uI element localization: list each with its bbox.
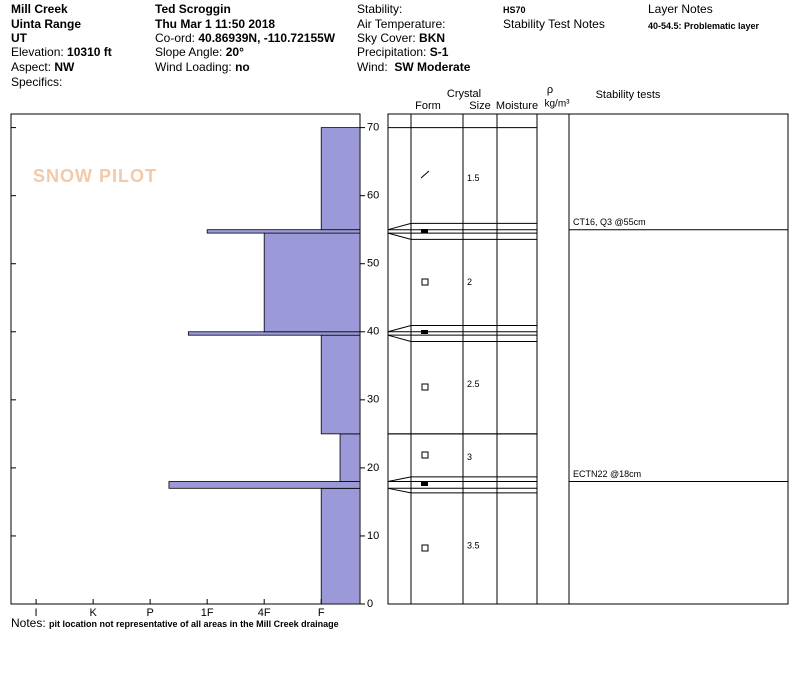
hardness-bar [320, 487, 361, 605]
x-tick-label: I [35, 607, 38, 619]
label: Elevation: [11, 45, 64, 59]
value: 10310 ft [67, 45, 112, 59]
notes: Notes: pit location not representative o… [11, 616, 339, 631]
date: Thu Mar 1 11:50 2018 [155, 17, 276, 31]
stability: Stability: [357, 2, 403, 16]
label: Wind: [357, 60, 388, 74]
y-tick-label: 40 [367, 326, 379, 338]
layer-connector [387, 487, 412, 494]
state: UT [11, 31, 27, 45]
table-frame [387, 113, 789, 605]
coord: Co-ord: 40.86939N, -110.72155W [155, 31, 335, 45]
label: Wind Loading: [155, 60, 232, 74]
value: 40.86939N, -110.72155W [198, 31, 336, 45]
hardness-bar [206, 229, 361, 234]
label: Aspect: [11, 60, 52, 74]
test-label: ECTN22 @18cm [573, 469, 641, 479]
y-tick-label: 10 [367, 530, 379, 542]
y-tick-label: 70 [367, 122, 379, 134]
form-icons [420, 170, 430, 552]
col-header: Size [469, 100, 490, 112]
location: Mill Creek [11, 2, 68, 16]
label: Notes: [11, 616, 46, 630]
grain-size: 2.5 [467, 379, 480, 389]
form-icon [421, 383, 429, 391]
watermark: SNOW PILOT [33, 166, 157, 186]
slope: Slope Angle: 20° [155, 45, 244, 59]
y-tick-label: 30 [367, 394, 379, 406]
value: NW [54, 60, 75, 74]
form-icon [421, 451, 429, 459]
wind: Wind: SW Moderate [357, 60, 470, 74]
col-header: kg/m³ [545, 99, 571, 110]
column-lines [410, 114, 570, 604]
observer: Ted Scroggin [155, 2, 231, 16]
layer-connector [387, 476, 412, 482]
aspect: Aspect: NW [11, 60, 74, 74]
hardness-bar [263, 232, 361, 333]
x-tick-label: K [89, 607, 97, 619]
y-tick-label: 60 [367, 190, 379, 202]
hs: HS70 [503, 5, 526, 15]
value: BKN [419, 31, 446, 45]
form-icon [421, 278, 429, 286]
value: S-1 [429, 45, 449, 59]
layer-connector [387, 222, 412, 231]
x-tick-label: F [318, 607, 325, 619]
col-header: Crystal [447, 88, 481, 100]
hardness-bar [339, 433, 361, 482]
col-header: Form [415, 100, 441, 112]
grain-size: 1.5 [467, 173, 480, 183]
form-icon [421, 544, 429, 552]
col-header: Moisture [496, 100, 538, 112]
y-tick-label: 20 [367, 462, 379, 474]
layer-notes: Layer Notes [648, 2, 713, 16]
grain-size: 3 [467, 452, 472, 462]
value: no [235, 60, 250, 74]
value: 20° [225, 45, 244, 59]
col-header: Stability tests [596, 89, 661, 101]
x-tick-label: 4F [258, 607, 271, 619]
layer-connector [387, 334, 412, 342]
wind-loading: Wind Loading: no [155, 60, 250, 74]
x-tick-label: P [146, 607, 153, 619]
form-icon [420, 170, 430, 179]
form-icon [421, 482, 428, 486]
col-header: ρ [547, 84, 553, 96]
stability-notes: Stability Test Notes [503, 17, 605, 31]
x-tick-label: 1F [201, 607, 214, 619]
range: Uinta Range [11, 17, 82, 31]
hardness-bar [187, 331, 361, 336]
specifics: Specifics: [11, 75, 63, 89]
grain-size: 2 [467, 277, 472, 287]
label: Sky Cover: [357, 31, 416, 45]
y-tick-label: 0 [367, 598, 373, 610]
air-temp: Air Temperature: [357, 17, 446, 31]
grain-size: 3.5 [467, 541, 480, 551]
layer-connector [387, 232, 412, 240]
label: Slope Angle: [155, 45, 223, 59]
y-tick-label: 50 [367, 258, 379, 270]
value: SW Moderate [394, 60, 471, 74]
hardness-bar [320, 334, 361, 435]
layer-note: 40-54.5: Problematic layer [648, 21, 760, 31]
value: pit location not representative of all a… [49, 619, 339, 629]
label: Precipitation: [357, 45, 427, 59]
plot-frame [10, 113, 361, 605]
form-icon [421, 229, 428, 233]
precip: Precipitation: S-1 [357, 45, 448, 59]
layer-connector [387, 324, 412, 333]
hardness-bar [320, 127, 361, 231]
label: Co-ord: [155, 31, 196, 45]
test-label: CT16, Q3 @55cm [573, 217, 646, 227]
elevation: Elevation: 10310 ft [11, 45, 112, 59]
hardness-bar [168, 481, 361, 489]
sky: Sky Cover: BKN [357, 31, 445, 45]
